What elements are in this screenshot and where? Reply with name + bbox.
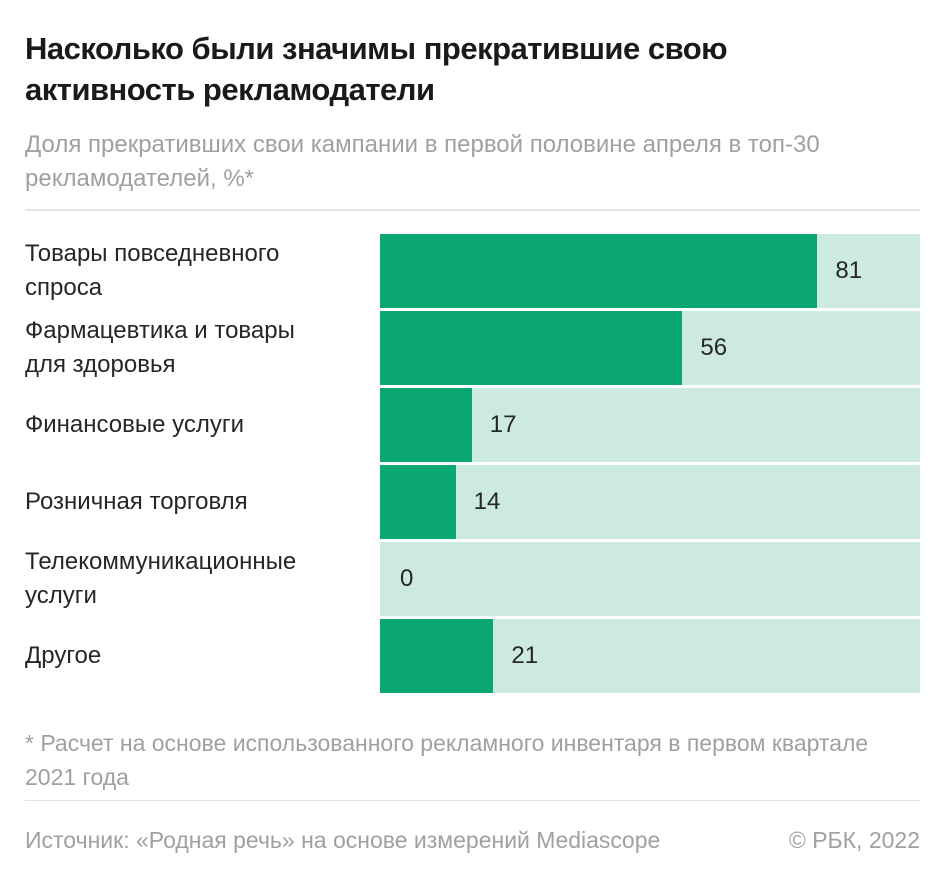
top-divider (25, 209, 920, 211)
bar-track: 56 (380, 311, 920, 385)
category-label: Другое (25, 642, 102, 669)
value-label: 0 (400, 565, 414, 592)
value-label: 56 (700, 334, 728, 361)
value-label: 14 (473, 488, 501, 515)
value-label: 21 (511, 642, 539, 669)
bar-track: 81 (380, 234, 920, 308)
chart-subtitle: Доля прекративших свои кампании в первой… (25, 131, 820, 192)
category-label: Фармацевтика и товары для здоровья (25, 317, 295, 378)
category-label: Телекоммуникационные услуги (25, 548, 297, 609)
chart-row: Розничная торговля 14 (25, 465, 920, 539)
source-text: Источник: «Родная речь» на основе измере… (25, 827, 661, 853)
footnote: * Расчет на основе использованного рекла… (25, 730, 869, 790)
bar-track: 17 (380, 388, 920, 462)
source-row: Источник: «Родная речь» на основе измере… (25, 827, 920, 854)
copyright-text: © РБК, 2022 (788, 827, 920, 853)
chart-row: Телекоммуникационные услуги 0 (25, 542, 920, 616)
chart-row: Другое 21 (25, 619, 920, 693)
category-label: Товары повседневного спроса (25, 240, 280, 301)
category-label: Финансовые услуги (25, 411, 245, 438)
chart-row: Финансовые услуги 17 (25, 388, 920, 462)
chart-title: Насколько были значимы прекратившие свою… (25, 31, 728, 107)
chart-row: Товары повседневного спроса 81 (25, 234, 920, 308)
bar-fill (380, 388, 472, 462)
bar-track: 21 (380, 619, 920, 693)
bar-chart: Товары повседневного спроса 81 Фармацевтик… (25, 234, 920, 693)
value-label: 81 (835, 257, 863, 284)
category-label: Розничная торговля (25, 488, 248, 515)
bar-fill (380, 619, 494, 693)
bar-fill (380, 465, 456, 539)
value-label: 17 (489, 411, 517, 438)
bar-fill (380, 311, 683, 385)
bottom-divider (25, 800, 920, 801)
bar-track: 0 (380, 542, 920, 616)
bar-fill (380, 234, 818, 308)
bar-track: 14 (380, 465, 920, 539)
chart-row: Фармацевтика и товары для здоровья 56 (25, 311, 920, 385)
